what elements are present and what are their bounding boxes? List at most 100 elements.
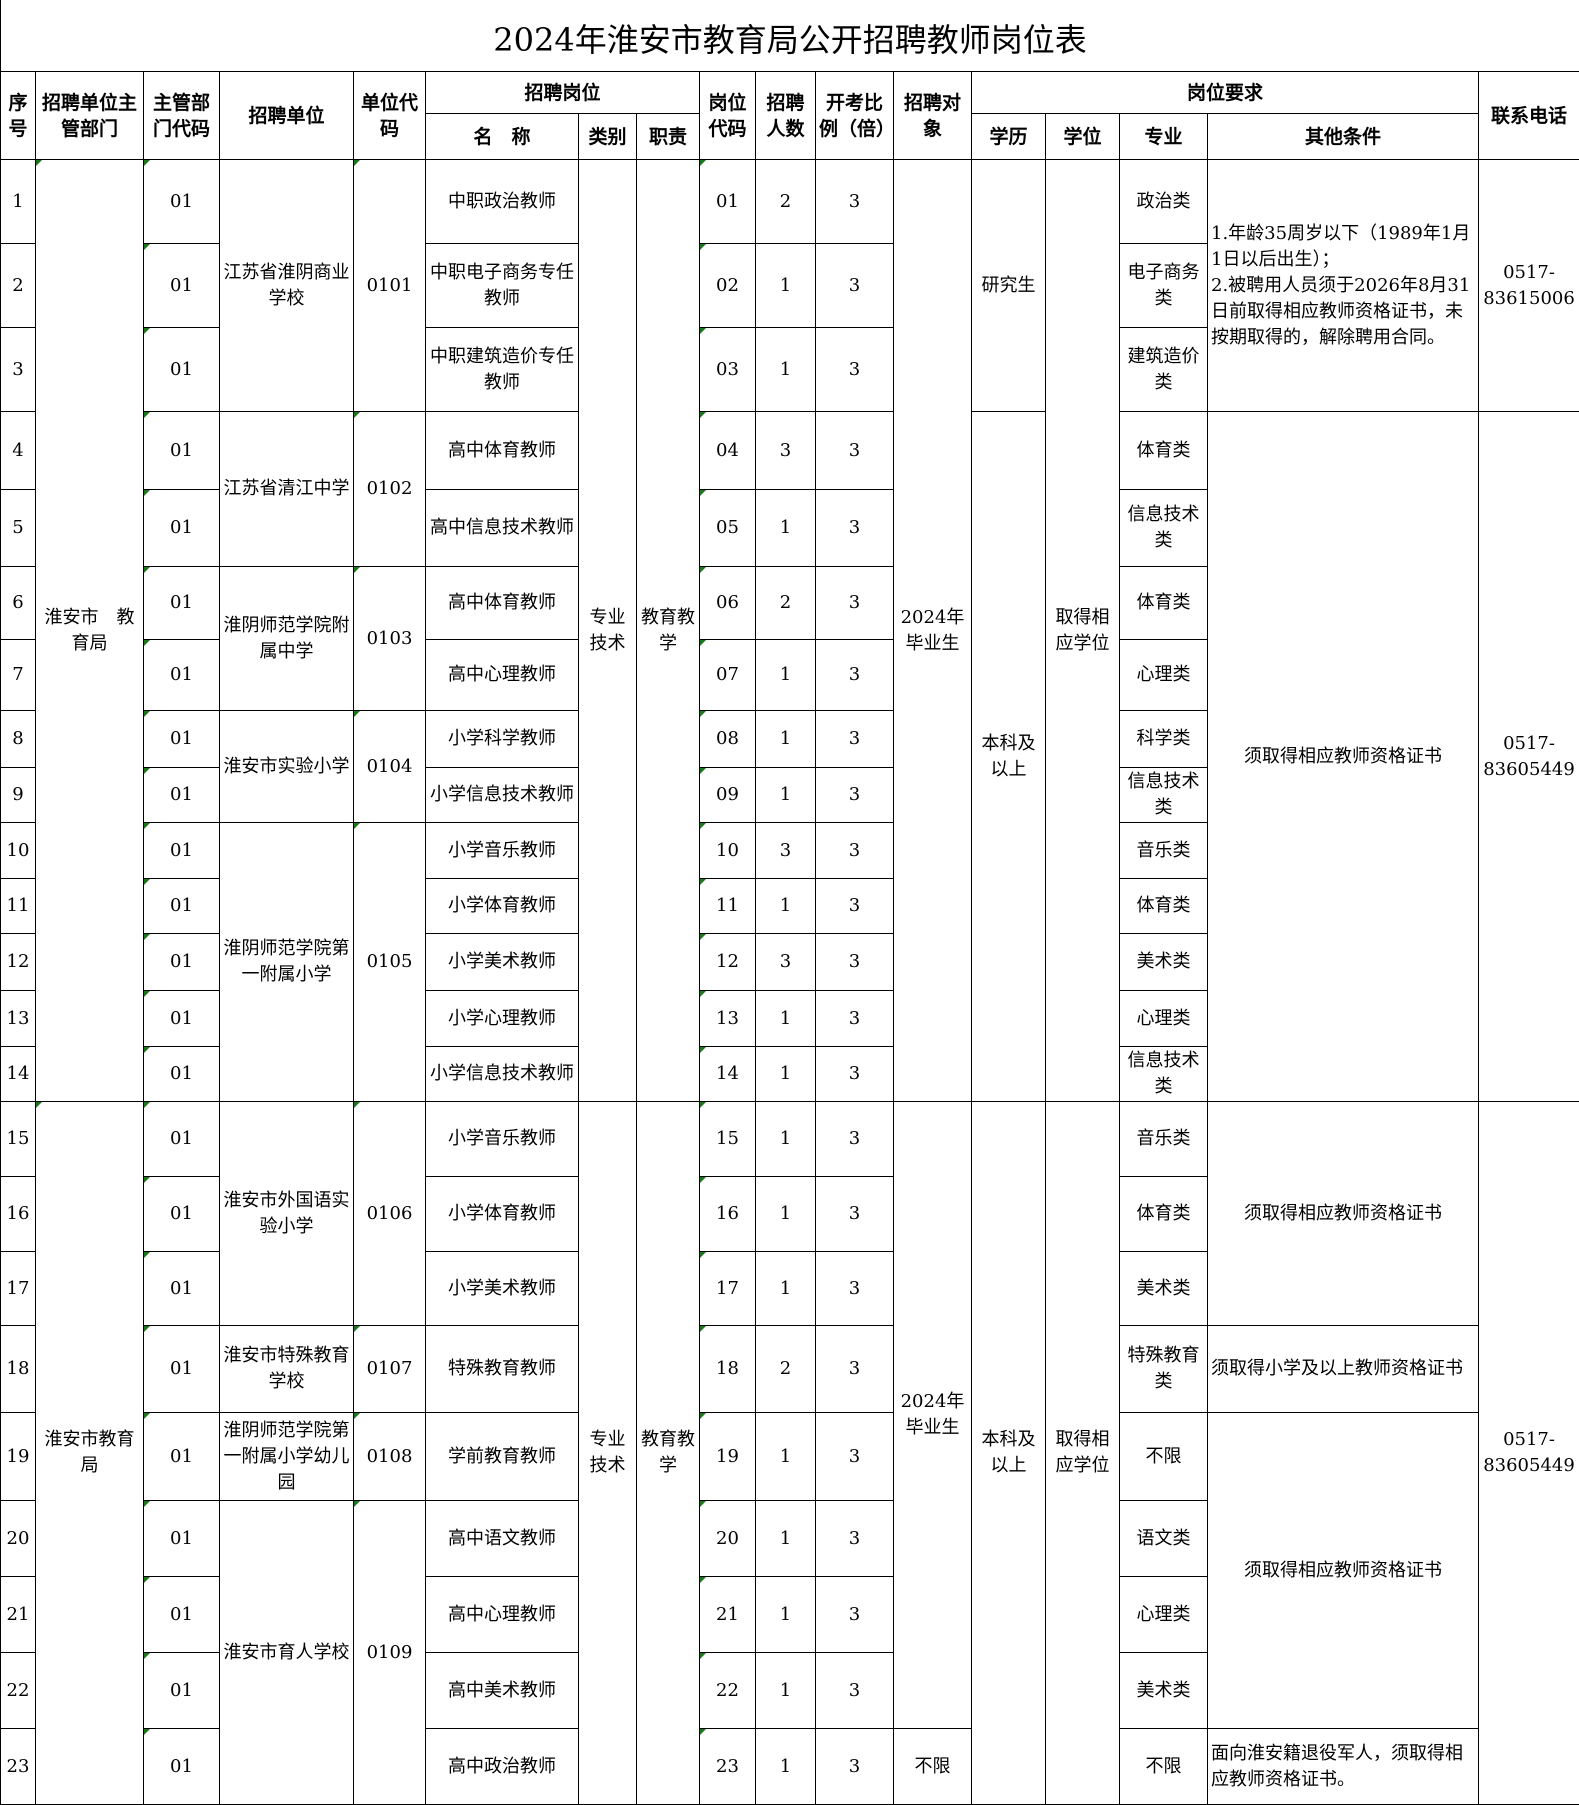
post-code-cell: 19: [699, 1412, 756, 1501]
major-cell: 心理类: [1119, 990, 1208, 1047]
unit-cell: 淮阴师范学院附属中学: [219, 566, 354, 711]
ratio-cell: 3: [815, 243, 894, 328]
post-code-cell: 08: [699, 710, 756, 768]
post-name-cell: 小学音乐教师: [425, 1101, 579, 1177]
dept-code-cell: 01: [143, 767, 220, 823]
count-cell: 1: [755, 990, 816, 1047]
post-name-cell: 中职建筑造价专任教师: [425, 327, 579, 412]
dept-code-cell: 01: [143, 566, 220, 640]
post-code-cell: 14: [699, 1046, 756, 1102]
phone-cell: 0517-83605449: [1478, 411, 1579, 1102]
post-duty-cell: 教育教学: [636, 159, 700, 1102]
major-cell: 信息技术类: [1119, 489, 1208, 567]
major-cell: 体育类: [1119, 411, 1208, 490]
dept-code-cell: 01: [143, 1728, 220, 1805]
post-code-cell: 15: [699, 1101, 756, 1177]
table-row: 23 01 高中政治教师 23 1 3 不限 不限 面向淮安籍退役军人，须取得相应教师资格证书。: [0, 1728, 1579, 1805]
seq-cell: 2: [0, 243, 36, 328]
major-cell: 体育类: [1119, 878, 1208, 934]
seq-cell: 3: [0, 327, 36, 412]
post-code-cell: 12: [699, 933, 756, 991]
seq-cell: 10: [0, 822, 36, 879]
table-row: 21 01 高中心理教师 21 1 3 心理类: [0, 1576, 1579, 1653]
header-post-code: 岗位代码: [699, 71, 756, 160]
major-cell: 美术类: [1119, 1251, 1208, 1326]
seq-cell: 8: [0, 710, 36, 768]
table-row: 15 淮安市教育局 01 淮安市外国语实验小学 0106 小学音乐教师 专业技术 教育教学 15…: [0, 1101, 1579, 1805]
post-code-cell: 22: [699, 1652, 756, 1729]
degree-cell: 取得相应学位: [1045, 159, 1120, 1102]
post-code-cell: 06: [699, 566, 756, 640]
header-other: 其他条件: [1206, 113, 1480, 160]
ratio-cell: 3: [815, 1576, 894, 1653]
header-dept-code: 主管部门代码: [143, 71, 220, 160]
seq-cell: 1: [0, 159, 36, 244]
post-code-cell: 02: [699, 243, 756, 328]
unit-code-cell: 0105: [353, 822, 426, 1102]
major-cell: 电子商务类: [1119, 243, 1208, 328]
post-code-cell: 09: [699, 767, 756, 823]
unit-cell: 淮安市外国语实验小学: [219, 1101, 354, 1326]
other-cell: 须取得小学及以上教师资格证书: [1206, 1325, 1480, 1413]
header-post-name: 名 称: [425, 113, 579, 160]
dept-code-cell: 01: [143, 1412, 220, 1501]
count-cell: 3: [755, 822, 816, 879]
post-code-cell: 01: [699, 159, 756, 244]
header-count: 招聘人数: [755, 71, 816, 160]
post-name-cell: 高中政治教师: [425, 1728, 579, 1805]
major-cell: 音乐类: [1119, 822, 1208, 879]
major-cell: 不限: [1119, 1728, 1208, 1805]
unit-code-cell: 0108: [353, 1412, 426, 1501]
post-type-cell: 专业技术: [578, 159, 637, 1102]
post-name-cell: 高中体育教师: [425, 566, 579, 640]
table-row: 6 01 淮阴师范学院附属中学 0103 高中体育教师 06 2 3 体育类: [0, 566, 1579, 711]
table-row: 20 01 淮安市育人学校 0109 高中语文教师 20 1 3 语文类: [0, 1500, 1579, 1805]
major-cell: 美术类: [1119, 933, 1208, 991]
seq-cell: 19: [0, 1412, 36, 1501]
table-row: 17 01 小学美术教师 17 1 3 美术类: [0, 1251, 1579, 1326]
ratio-cell: 3: [815, 933, 894, 991]
ratio-cell: 3: [815, 411, 894, 490]
seq-cell: 4: [0, 411, 36, 490]
post-name-cell: 高中美术教师: [425, 1652, 579, 1729]
unit-cell: 淮安市育人学校: [219, 1500, 354, 1805]
dept-code-cell: 01: [143, 1251, 220, 1326]
ratio-cell: 3: [815, 1176, 894, 1252]
edu-cell: 研究生: [971, 159, 1046, 412]
count-cell: 3: [755, 933, 816, 991]
post-name-cell: 小学体育教师: [425, 1176, 579, 1252]
post-code-cell: 07: [699, 639, 756, 711]
post-name-cell: 中职电子商务专任教师: [425, 243, 579, 328]
dept-code-cell: 01: [143, 411, 220, 490]
seq-cell: 11: [0, 878, 36, 934]
major-cell: 心理类: [1119, 1576, 1208, 1653]
seq-cell: 9: [0, 767, 36, 823]
count-cell: 2: [755, 159, 816, 244]
count-cell: 1: [755, 639, 816, 711]
ratio-cell: 3: [815, 159, 894, 244]
major-cell: 美术类: [1119, 1652, 1208, 1729]
header-post-duty: 职责: [636, 113, 700, 160]
post-duty-cell: 教育教学: [636, 1101, 700, 1805]
count-cell: 1: [755, 1500, 816, 1577]
seq-cell: 18: [0, 1325, 36, 1413]
count-cell: 1: [755, 1412, 816, 1501]
post-name-cell: 小学心理教师: [425, 990, 579, 1047]
dept-code-cell: 01: [143, 327, 220, 412]
count-cell: 2: [755, 566, 816, 640]
dept-code-cell: 01: [143, 489, 220, 567]
major-cell: 音乐类: [1119, 1101, 1208, 1177]
table-row: 3 01 中职建筑造价专任教师 03 1 3 建筑造价类: [0, 327, 1579, 412]
header-edu: 学历: [971, 113, 1046, 160]
dept-code-cell: 01: [143, 878, 220, 934]
dept-code-cell: 01: [143, 1500, 220, 1577]
ratio-cell: 3: [815, 489, 894, 567]
header-unit: 招聘单位: [219, 71, 354, 160]
count-cell: 1: [755, 710, 816, 768]
phone-cell: 0517-83615006: [1478, 159, 1579, 412]
ratio-cell: 3: [815, 566, 894, 640]
other-cell: 1.年龄35周岁以下（1989年1月1日以后出生）； 2.被聘用人员须于2026…: [1206, 159, 1480, 412]
count-cell: 1: [755, 243, 816, 328]
table-row: 11 01 小学体育教师 11 1 3 体育类: [0, 878, 1579, 934]
header-seq: 序号: [0, 71, 36, 160]
